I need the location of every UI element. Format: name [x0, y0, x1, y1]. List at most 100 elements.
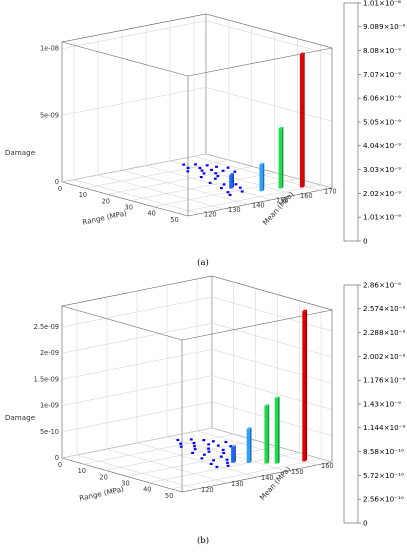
panel-b-xgrid-line: [105, 288, 256, 471]
panel-a-data-point: [214, 172, 218, 175]
panel-b-x-tick-label: 30: [121, 480, 129, 488]
panel-b-data-point: [193, 448, 197, 451]
panel-a-y-tick-label: 140: [252, 201, 265, 209]
panel-b-z-axis-label: Damage: [5, 413, 36, 422]
panel-a-bar: [299, 52, 305, 188]
panel-a-data-point: [199, 176, 203, 179]
panel-a-y-tick-label: 120: [204, 211, 217, 219]
panel-a-xgrid-line: [130, 32, 275, 201]
panel-a-ygrid-line: [97, 35, 225, 210]
panel-a-bar-top: [278, 126, 284, 129]
panel-b-grid: [61, 276, 333, 490]
panel-a-bar: [278, 126, 284, 189]
panel-a-data-point: [186, 166, 190, 170]
panel-b-bar-top: [231, 445, 236, 448]
panel-a-data-point: [226, 166, 230, 169]
panel-a-data-point: [240, 190, 244, 193]
panel-b-z-tick-label: 2e-09: [40, 349, 59, 357]
panel-b-data-point: [229, 445, 233, 448]
panel-b-data-point: [193, 445, 196, 448]
panel-b-data-point: [189, 438, 193, 441]
panel-a-xgrid-line: [84, 20, 230, 189]
panel-b-z-tick-label: 0: [55, 454, 59, 462]
panel-b-colorbar-frame: [343, 284, 359, 524]
panel-b-bar-top: [246, 427, 252, 429]
panel-b-box: [61, 305, 333, 492]
panel-b-data-point: [222, 451, 226, 455]
panel-b-bar-side: [249, 427, 252, 463]
panel-b-data-point: [200, 457, 204, 460]
panel-b-data-point: [224, 440, 228, 444]
panel-b-data-point: [219, 455, 223, 458]
panel-b-data-point: [176, 438, 180, 442]
panel-a-bar-top: [229, 173, 234, 176]
panel-a-colorbar-label: 3.03×10⁻⁹: [363, 165, 401, 174]
panel-b-colorbar-label: 1.144×10⁻⁹: [363, 423, 406, 432]
panel-a-colorbar-label: 0: [363, 236, 368, 245]
panel-a-ygrid-line: [121, 30, 249, 205]
panel-a-colorbar-label: 4.04×10⁻⁹: [363, 141, 401, 150]
panel-b-xgrid-line: [171, 306, 322, 490]
panel-a-colorbar-label: 6.06×10⁻⁹: [363, 94, 401, 103]
panel-b-y-tick-label: 130: [231, 480, 244, 488]
panel-b-bar: [231, 445, 236, 463]
panel-b-bar-top: [302, 309, 308, 312]
panel-b-colorbar-label: 2.574×10⁻⁹: [363, 304, 406, 313]
panel-b-colorbar-label: 2.56×10⁻¹⁰: [363, 495, 404, 504]
panel-b-xgrid-line: [149, 300, 300, 483]
panel-a-colorbar-frame: [343, 2, 359, 242]
panel-a-x-tick-label: 20: [102, 197, 110, 205]
panel-a-bar: [259, 162, 265, 192]
panel-a-data-point: [186, 170, 190, 173]
panel-b-colorbar-label: 8.58×10⁻¹⁰: [363, 447, 404, 456]
panel-b-chart: 0 5e-10 1e-09 1.5e-09 2e-09 2.5e-09 0 10 20 30 40 5…: [5, 275, 334, 503]
panel-b-data-point: [212, 440, 215, 443]
panel-a-caption: (a): [197, 257, 209, 268]
panel-b-colorbar-label: 2.86×10⁻⁹: [363, 280, 401, 289]
panel-a-x-tick-label: 10: [79, 191, 87, 199]
panel-a-data-point: [182, 163, 186, 166]
panel-b-bar-top: [274, 396, 280, 399]
panel-b-bar-side: [278, 396, 280, 464]
panel-a-data-point: [226, 191, 230, 194]
panel-b-y-tick-label: 140: [261, 474, 274, 482]
panel-b-bar-front: [274, 398, 278, 464]
panel-a-xgrid-line: [107, 26, 253, 195]
panel-b-z-tick-label: 1e-09: [40, 402, 59, 410]
panel-a-colorbar-label: 5.05×10⁻⁹: [363, 117, 401, 126]
panel-b-xgrid-line: [83, 282, 235, 465]
panel-a-bar-side: [232, 173, 234, 189]
panel-b-bars: [231, 309, 308, 464]
panel-b-bar-front: [302, 311, 306, 462]
panel-a-data-point: [208, 181, 212, 184]
panel-a-colorbar-label: 8.08×10⁻⁹: [363, 46, 401, 55]
panel-b-bar-side: [267, 404, 270, 464]
panel-b-y-tick-label: 120: [201, 486, 214, 494]
panel-b-x-axis-label: Range (MPa): [78, 484, 124, 502]
panel-a-data-point: [198, 166, 202, 169]
panel-a-colorbar-label: 2.02×10⁻⁹: [363, 189, 401, 198]
panel-a-data-point: [238, 186, 242, 189]
panel-a-colorbar: 0 1.01×10⁻⁹ 2.02×10⁻⁹ 3.03×10⁻⁹ 4.04×10⁻⁹ 5.0…: [343, 0, 406, 245]
panel-b-z-tick-label: 2.5e-09: [34, 323, 59, 331]
panel-a-ygrid-line: [73, 39, 201, 214]
panel-a-z-tick-label: 5e-09: [40, 111, 59, 119]
panel-a-bar-side: [281, 126, 284, 189]
panel-a-bar-front: [229, 175, 233, 189]
panel-b-bar: [246, 427, 252, 463]
panel-b-caption: (b): [197, 535, 209, 546]
panel-b-data-point: [215, 465, 219, 469]
panel-b-data-point: [191, 451, 194, 454]
panel-a-x-axis-label: Range (MPa): [81, 208, 127, 226]
panel-b-bar-side: [234, 445, 236, 463]
panel-a-ygrid-line: [193, 16, 321, 191]
panel-b-data-point: [207, 450, 211, 453]
panel-a-data-point: [221, 169, 225, 172]
panel-b-data-point: [216, 444, 220, 447]
panel-a-colorbar-label: 1.01×10⁻⁹: [363, 213, 401, 222]
panel-a-xgrid-line: [176, 44, 321, 214]
panel-b-data-point: [179, 442, 182, 445]
panel-a-bar-side: [262, 162, 265, 192]
panel-a-colorbar-label: 7.07×10⁻⁹: [363, 70, 401, 79]
panel-a-data-point: [205, 164, 209, 167]
